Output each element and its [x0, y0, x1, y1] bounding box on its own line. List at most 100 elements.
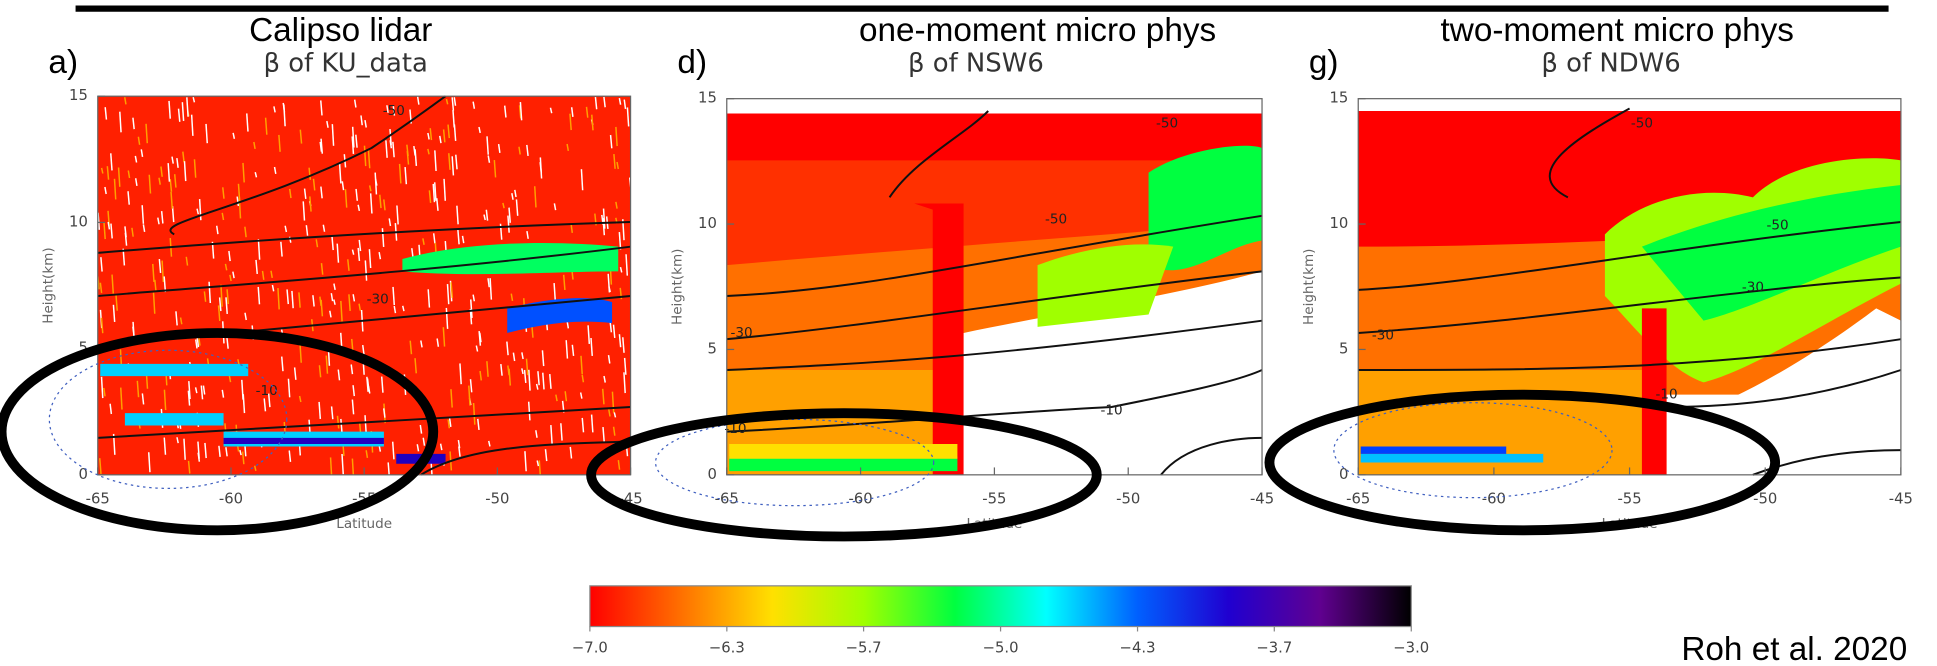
speckle-line — [398, 163, 402, 184]
speckle-line — [193, 159, 197, 178]
speckle-line — [278, 134, 281, 152]
x-tick-label: -60 — [1482, 491, 1506, 508]
speckle-line — [506, 341, 509, 356]
speckle-line — [535, 430, 538, 438]
speckle-line — [478, 126, 481, 134]
speckle-line — [287, 378, 291, 398]
field-region — [914, 203, 964, 475]
speckle-line — [486, 136, 489, 155]
speckle-line — [570, 223, 574, 233]
speckle-line — [319, 141, 323, 152]
cloud — [507, 298, 613, 333]
panel-letter: a) — [48, 44, 78, 81]
speckle-line — [308, 167, 312, 180]
speckle-line — [170, 191, 174, 209]
colorbar-tick-label: −6.3 — [709, 640, 745, 657]
speckle-line — [433, 182, 437, 201]
contour-label: -30 — [1372, 327, 1394, 343]
x-tick-label: -55 — [1617, 491, 1641, 508]
speckle-line — [253, 141, 256, 150]
speckle-line — [603, 96, 606, 108]
speckle-line — [176, 437, 179, 444]
speckle-line — [383, 199, 386, 211]
speckle-line — [541, 350, 545, 367]
field-region — [1148, 145, 1263, 271]
speckle-line — [318, 401, 322, 419]
speckle-line — [386, 105, 389, 113]
speckle-line — [185, 256, 189, 266]
contour-line — [1358, 221, 1902, 291]
speckle-line — [183, 161, 187, 182]
contour-label: -50 — [1631, 115, 1653, 131]
speckle-line — [409, 340, 413, 355]
speckle-line — [364, 260, 368, 281]
speckle-line — [446, 283, 450, 305]
highlight-ellipse — [0, 328, 439, 536]
x-tick-label: -50 — [1116, 491, 1140, 508]
speckle-line — [483, 214, 486, 221]
speckle-line — [357, 204, 361, 212]
speckle-line — [352, 385, 356, 397]
speckle-line — [137, 136, 141, 145]
speckle-line — [366, 378, 370, 389]
speckle-line — [124, 226, 127, 238]
speckle-line — [355, 134, 358, 148]
speckle-line — [132, 117, 135, 130]
speckle-line — [195, 339, 198, 349]
speckle-line — [344, 189, 348, 208]
speckle-line — [152, 263, 155, 283]
contour-line — [726, 319, 1263, 371]
speckle-line — [188, 381, 191, 400]
x-tick-label: -60 — [848, 491, 872, 508]
speckle-line — [263, 398, 267, 412]
speckle-line — [257, 286, 261, 305]
speckle-line — [525, 358, 529, 376]
speckle-line — [479, 370, 483, 381]
speckle-line — [427, 289, 431, 308]
speckle-line — [459, 363, 462, 385]
speckle-line — [194, 387, 198, 394]
speckle-line — [99, 458, 102, 474]
speckle-line — [569, 113, 572, 131]
speckle-line — [302, 201, 306, 221]
speckle-line — [613, 153, 616, 169]
speckle-line — [389, 140, 393, 149]
speckle-line — [142, 224, 146, 233]
contour-label: -30 — [730, 325, 752, 341]
speckle-line — [160, 211, 164, 224]
speckle-line — [255, 259, 258, 275]
speckle-line — [549, 374, 552, 389]
speckle-line — [299, 343, 302, 363]
speckle-line — [100, 167, 104, 174]
citation: Roh et al. 2020 — [1681, 631, 1907, 666]
speckle-line — [179, 317, 183, 325]
speckle-line — [565, 340, 569, 359]
speckle-line — [336, 243, 340, 263]
contour-label: -10 — [1655, 387, 1677, 403]
y-tick-label: 10 — [698, 215, 717, 232]
speckle-line — [432, 183, 436, 203]
speckle-line — [457, 229, 460, 245]
speckle-line — [521, 352, 524, 360]
speckle-line — [368, 185, 372, 192]
speckle-line — [309, 196, 312, 212]
y-tick-label: 10 — [1330, 215, 1349, 232]
speckle-line — [100, 376, 104, 399]
speckle-line — [303, 188, 307, 199]
speckle-line — [315, 239, 319, 248]
speckle-line — [475, 345, 479, 352]
speckle-line — [503, 105, 507, 118]
speckle-line — [351, 458, 355, 475]
speckle-line — [450, 282, 454, 299]
colorbar-tick-label: −5.0 — [983, 640, 1019, 657]
speckle-line — [326, 120, 329, 128]
speckle-line — [333, 299, 336, 305]
speckle-line — [182, 151, 185, 163]
speckle-line — [406, 144, 409, 157]
speckle-line — [392, 286, 395, 306]
speckle-line — [571, 344, 575, 357]
speckle-line — [358, 239, 362, 252]
speckle-line — [198, 199, 202, 221]
speckle-line — [413, 145, 416, 156]
